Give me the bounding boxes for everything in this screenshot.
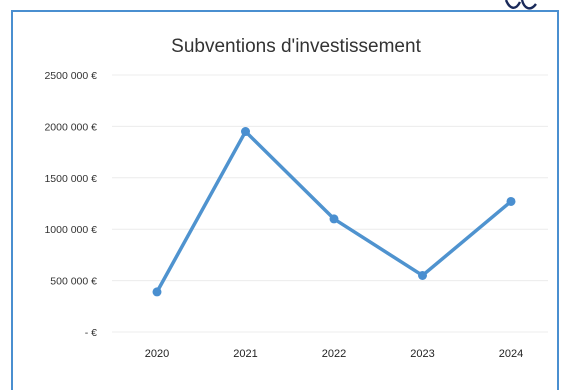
y-axis-ticks: 2500 000 € 2000 000 € 1500 000 € 1000 000 €… — [44, 70, 97, 339]
x-tick-label: 2024 — [499, 348, 523, 360]
gridlines — [112, 74, 548, 333]
handwritten-mark — [504, 0, 537, 10]
x-tick-label: 2020 — [145, 348, 169, 360]
series-line — [152, 127, 516, 297]
x-tick-label: 2023 — [410, 348, 434, 360]
data-point-2021 — [241, 127, 250, 137]
y-tick-label: - € — [85, 327, 97, 339]
x-tick-label: 2021 — [233, 348, 257, 360]
data-point-2023 — [418, 270, 427, 280]
data-point-2020 — [152, 287, 162, 297]
y-tick-label: 2500 000 € — [44, 70, 97, 82]
chart-frame — [11, 10, 559, 390]
y-tick-label: 500 000 € — [50, 276, 97, 288]
y-tick-label: 2000 000 € — [44, 121, 97, 133]
data-point-2022 — [329, 214, 339, 224]
y-tick-label: 1500 000 € — [44, 173, 97, 185]
x-axis-ticks: 2020 2021 2022 2023 2024 — [145, 348, 523, 360]
series-line-path — [155, 129, 513, 294]
data-point-2024 — [506, 196, 516, 206]
y-tick-label: 1000 000 € — [44, 224, 97, 236]
chart-title: Subventions d'investissement — [171, 36, 421, 57]
x-tick-label: 2022 — [322, 348, 346, 360]
